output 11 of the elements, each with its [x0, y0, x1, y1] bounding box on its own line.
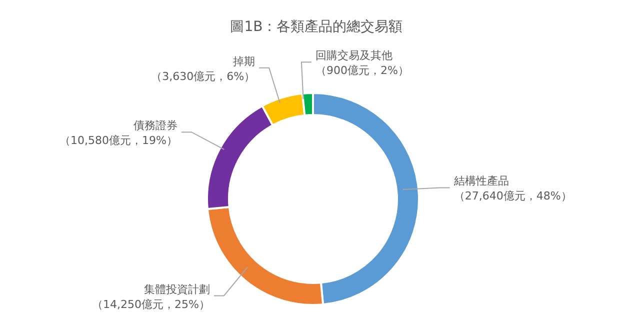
- slice-label: 回購交易及其他: [315, 49, 392, 62]
- data-label: （900億元，2%）: [315, 64, 409, 78]
- slice-label: 結構性產品: [452, 174, 509, 188]
- slice-label: 掉期: [233, 54, 256, 68]
- data-label: （14,250億元，25%）: [92, 298, 210, 311]
- data-label: （27,640億元，48%）: [454, 190, 572, 203]
- slice-label: 集體投資計劃: [144, 282, 210, 296]
- data-label: （3,630億元，6%）: [151, 70, 256, 83]
- slice-label: 債務證券: [133, 119, 178, 132]
- data-label: （10,580億元，19%）: [59, 134, 178, 148]
- chart-title: 圖1B：各類產品的總交易額: [229, 18, 404, 36]
